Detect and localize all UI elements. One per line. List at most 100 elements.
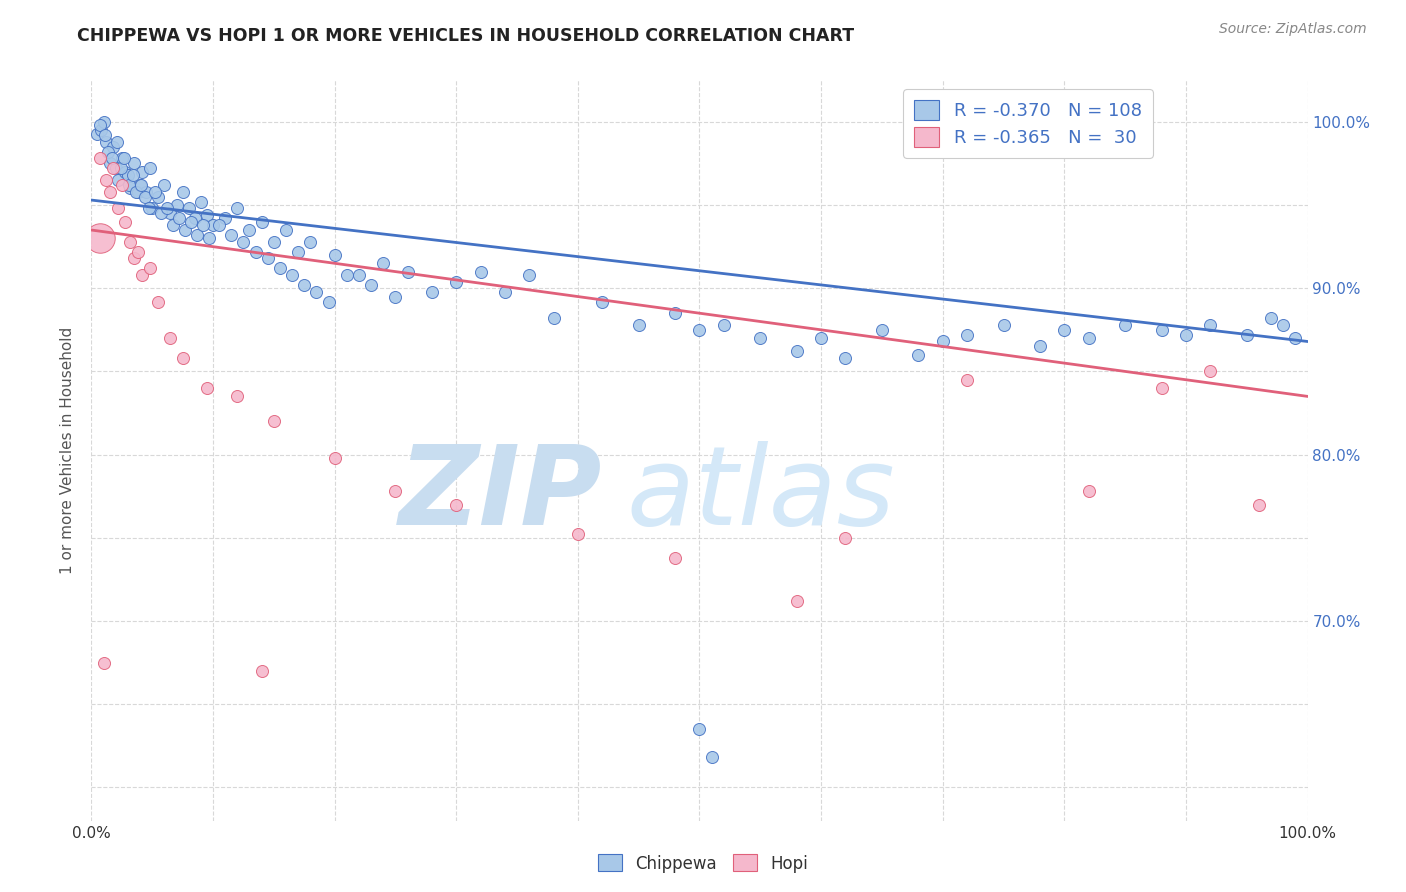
Point — [360, 277, 382, 292]
Point — [627, 318, 650, 332]
Point — [118, 178, 141, 193]
Point — [269, 261, 291, 276]
Point — [93, 115, 115, 129]
Point — [323, 450, 346, 465]
Point — [120, 181, 142, 195]
Point — [98, 156, 121, 170]
Point — [89, 231, 111, 245]
Legend: R = -0.370   N = 108, R = -0.365   N =  30: R = -0.370 N = 108, R = -0.365 N = 30 — [903, 89, 1153, 158]
Point — [870, 323, 893, 337]
Point — [373, 256, 395, 270]
Point — [238, 223, 260, 237]
Point — [1175, 327, 1198, 342]
Point — [98, 185, 121, 199]
Text: ZIP: ZIP — [399, 442, 602, 549]
Point — [131, 268, 153, 282]
Point — [89, 118, 111, 132]
Point — [664, 550, 686, 565]
Point — [993, 318, 1015, 332]
Point — [567, 527, 589, 541]
Point — [226, 202, 249, 216]
Point — [263, 235, 285, 249]
Point — [347, 268, 370, 282]
Point — [444, 275, 467, 289]
Point — [93, 656, 115, 670]
Text: atlas: atlas — [627, 442, 896, 549]
Point — [786, 594, 808, 608]
Point — [1272, 318, 1295, 332]
Point — [195, 208, 218, 222]
Point — [122, 252, 145, 266]
Point — [336, 268, 359, 282]
Point — [323, 248, 346, 262]
Point — [149, 206, 172, 220]
Point — [135, 185, 157, 199]
Point — [111, 152, 134, 166]
Point — [101, 152, 124, 166]
Point — [956, 373, 979, 387]
Point — [103, 140, 125, 154]
Point — [749, 331, 772, 345]
Point — [1029, 339, 1052, 353]
Point — [384, 484, 406, 499]
Point — [219, 227, 242, 242]
Point — [688, 323, 710, 337]
Point — [127, 185, 149, 199]
Point — [1236, 327, 1258, 342]
Point — [180, 215, 202, 229]
Point — [226, 389, 249, 403]
Point — [250, 215, 273, 229]
Point — [786, 344, 808, 359]
Point — [305, 285, 328, 299]
Point — [1114, 318, 1136, 332]
Point — [1260, 311, 1282, 326]
Point — [186, 227, 208, 242]
Legend: Chippewa, Hopi: Chippewa, Hopi — [592, 847, 814, 880]
Point — [107, 202, 129, 216]
Point — [120, 235, 142, 249]
Point — [193, 218, 215, 232]
Point — [166, 198, 188, 212]
Point — [153, 178, 176, 193]
Point — [125, 185, 148, 199]
Point — [292, 277, 315, 292]
Point — [162, 218, 184, 232]
Point — [1247, 498, 1270, 512]
Point — [138, 202, 160, 216]
Point — [148, 294, 170, 309]
Point — [86, 127, 108, 141]
Point — [190, 194, 212, 209]
Point — [281, 268, 304, 282]
Point — [177, 202, 200, 216]
Point — [159, 206, 181, 220]
Point — [103, 161, 125, 176]
Y-axis label: 1 or more Vehicles in Household: 1 or more Vehicles in Household — [60, 326, 76, 574]
Point — [834, 351, 856, 365]
Point — [139, 161, 162, 176]
Point — [141, 202, 163, 216]
Point — [112, 152, 135, 166]
Point — [931, 334, 953, 349]
Text: CHIPPEWA VS HOPI 1 OR MORE VEHICLES IN HOUSEHOLD CORRELATION CHART: CHIPPEWA VS HOPI 1 OR MORE VEHICLES IN H… — [77, 27, 855, 45]
Point — [263, 414, 285, 428]
Point — [117, 168, 139, 182]
Point — [131, 165, 153, 179]
Point — [105, 135, 128, 149]
Point — [1053, 323, 1076, 337]
Point — [1150, 381, 1173, 395]
Point — [1284, 331, 1306, 345]
Point — [198, 231, 221, 245]
Point — [122, 156, 145, 170]
Point — [299, 235, 322, 249]
Point — [274, 223, 297, 237]
Point — [470, 264, 492, 278]
Text: Source: ZipAtlas.com: Source: ZipAtlas.com — [1219, 22, 1367, 37]
Point — [591, 294, 613, 309]
Point — [713, 318, 735, 332]
Point — [834, 531, 856, 545]
Point — [97, 145, 120, 159]
Point — [167, 211, 190, 226]
Point — [129, 178, 152, 193]
Point — [810, 331, 832, 345]
Point — [89, 152, 111, 166]
